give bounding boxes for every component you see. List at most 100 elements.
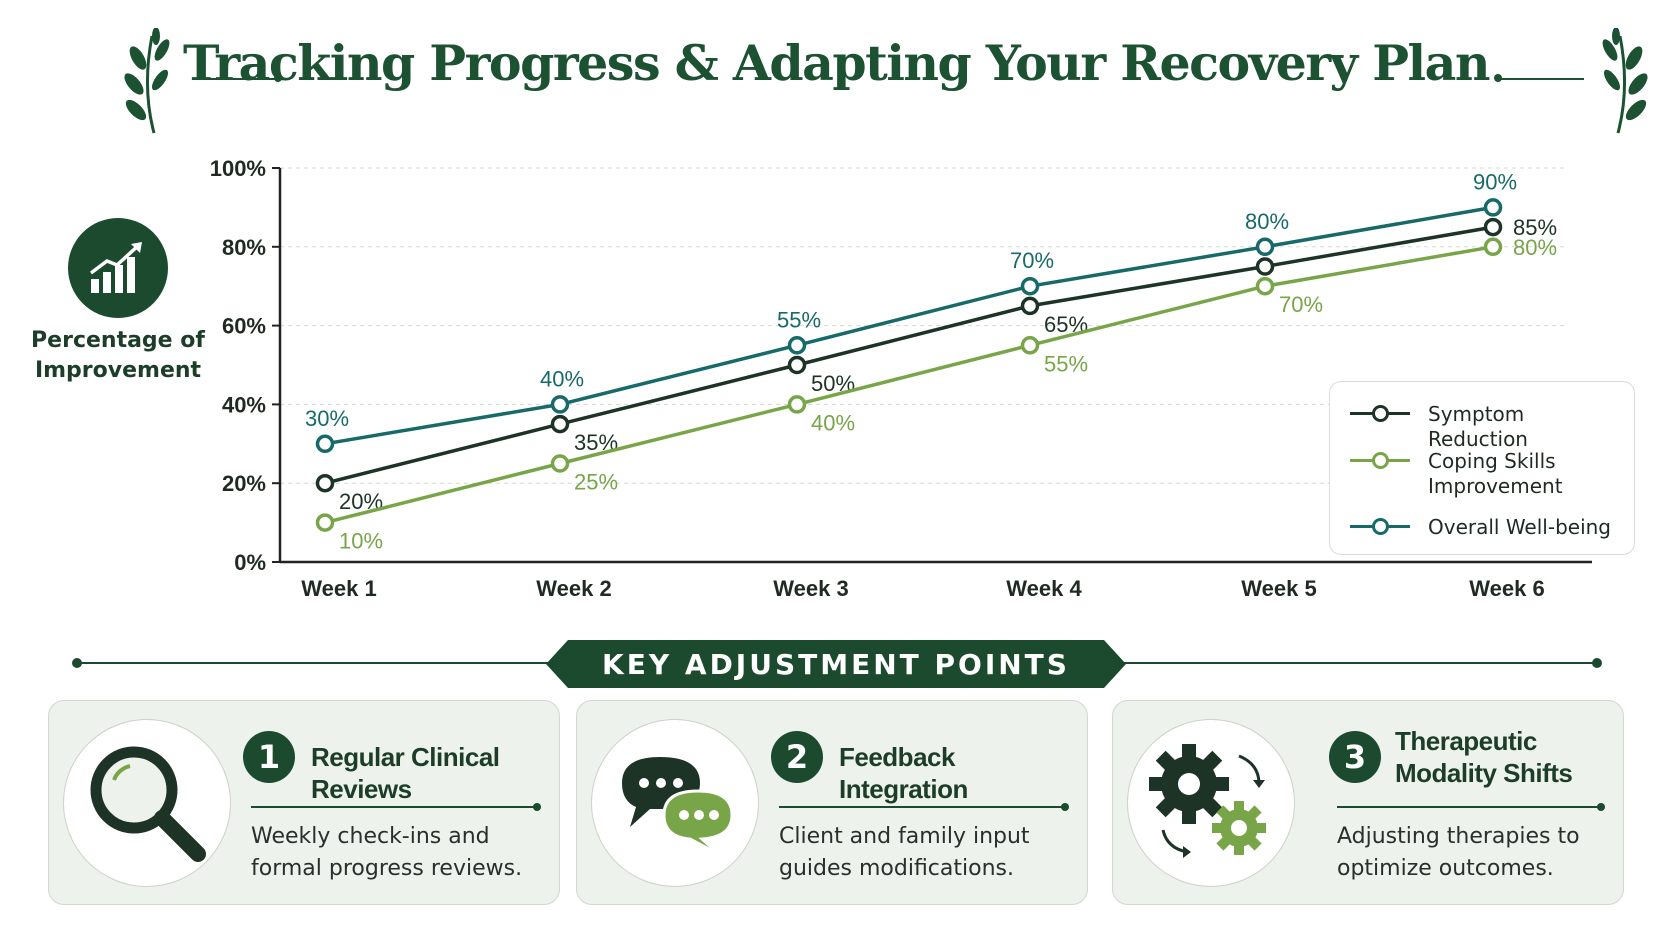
card-description: Weekly check-ins and formal progress rev… [251, 824, 523, 881]
line-chart: 0% 20% 40% 60% 80% 100% Week 1 Week 2 Week 3 Week… [210, 156, 1592, 601]
card-divider-dot [1597, 803, 1605, 811]
data-label: 80% [1245, 209, 1289, 234]
growth-chart-icon [68, 218, 168, 318]
legend-swatch [1350, 402, 1410, 424]
section-title-banner: KEY ADJUSTMENT POINTS [546, 640, 1126, 688]
section-title: KEY ADJUSTMENT POINTS [602, 647, 1070, 681]
card-description: Adjusting therapies to optimize outcomes… [1337, 824, 1580, 881]
title-rule-right-dot [1494, 74, 1502, 82]
card-divider [1337, 806, 1599, 808]
x-tick-label: Week 5 [1241, 576, 1316, 601]
data-label: 25% [574, 470, 618, 495]
card-icon-circle [1127, 719, 1295, 887]
data-point [1255, 237, 1275, 257]
card-description: Client and family input guides modificat… [779, 824, 1030, 881]
data-point [550, 414, 570, 434]
legend-label: Overall Well-being [1428, 515, 1611, 539]
card-number: 1 [257, 738, 281, 776]
legend-label: Symptom Reduction [1428, 402, 1528, 451]
data-point [787, 355, 807, 375]
data-label: 10% [339, 529, 383, 554]
series-line [324, 205, 1494, 446]
card-title: Therapeutic Modality Shifts [1395, 726, 1573, 788]
card-therapeutic-modality-shifts: 3 Therapeutic Modality Shifts Adjusting … [1112, 700, 1624, 905]
laurel-left-icon [124, 28, 170, 134]
chat-bubbles-icon [622, 757, 734, 857]
x-tick-label: Week 2 [536, 576, 611, 601]
data-point [315, 513, 335, 532]
section-rule-left-dot [72, 658, 82, 668]
y-tick-label: 100% [210, 156, 266, 181]
y-axis-label: Percentage of Improvement [31, 328, 205, 383]
data-point [1020, 276, 1040, 296]
legend-swatch [1350, 449, 1410, 471]
magnifier-icon [90, 746, 206, 862]
card-title: Regular Clinical Reviews [311, 742, 500, 804]
card-icon-circle [63, 719, 231, 887]
x-tick-label: Week 4 [1006, 576, 1082, 601]
data-point [1255, 276, 1275, 296]
card-divider [251, 806, 535, 808]
data-point [1483, 217, 1503, 237]
x-tick-label: Week 1 [301, 576, 376, 601]
data-label: 30% [305, 406, 349, 431]
y-tick-label: 40% [222, 392, 266, 417]
gears-icon [1149, 744, 1266, 858]
data-point [1020, 296, 1040, 316]
data-label: 70% [1010, 248, 1054, 273]
data-point [550, 454, 570, 473]
card-number-badge: 2 [771, 731, 823, 783]
y-tick-label: 80% [222, 235, 266, 260]
legend-item-symptom-reduction: Symptom Reduction [1350, 402, 1628, 452]
data-point [550, 395, 570, 414]
page-title: Tracking Progress & Adapting Your Recove… [182, 34, 1491, 92]
x-tick-label: Week 3 [773, 576, 848, 601]
x-tick-label: Week 6 [1469, 576, 1544, 601]
title-rule-right [1500, 78, 1584, 80]
y-tick-label: 20% [222, 471, 266, 496]
data-point [1020, 336, 1040, 355]
data-label: 70% [1279, 292, 1323, 317]
laurel-right-icon [1602, 28, 1648, 134]
title-rule-left [192, 78, 276, 80]
legend-label: Coping Skills Improvement [1428, 449, 1563, 498]
data-label: 80% [1513, 235, 1557, 260]
card-feedback-integration: 2 Feedback Integration Client and family… [576, 700, 1088, 905]
data-label: 90% [1473, 169, 1517, 194]
card-divider [779, 806, 1063, 808]
legend-item-overall-wellbeing: Overall Well-being [1350, 515, 1628, 540]
card-icon-circle [591, 719, 759, 887]
chart-legend: Symptom Reduction Coping Skills Improvem… [1329, 381, 1635, 555]
data-point [315, 473, 335, 493]
card-divider-dot [533, 803, 541, 811]
series-line [324, 245, 1494, 525]
title-rule-left-dot [274, 74, 282, 82]
card-regular-clinical-reviews: 1 Regular Clinical Reviews Weekly check-… [48, 700, 560, 905]
data-label: 55% [1044, 351, 1088, 376]
data-label: 40% [811, 410, 855, 435]
card-number: 3 [1343, 738, 1367, 776]
data-point [1255, 257, 1275, 276]
data-point [787, 395, 807, 414]
data-label: 55% [777, 307, 821, 332]
data-label: 85% [1513, 215, 1557, 240]
card-title: Feedback Integration [839, 742, 968, 804]
data-label: 40% [540, 366, 584, 391]
section-rule-left [78, 662, 558, 664]
legend-swatch [1350, 515, 1410, 537]
section-rule-right-dot [1592, 658, 1602, 668]
card-number-badge: 1 [243, 731, 295, 783]
series-line [324, 225, 1494, 485]
y-tick-label: 0% [234, 550, 266, 575]
data-point [787, 336, 807, 355]
data-point [1483, 237, 1503, 257]
y-axis-label-block: Percentage of Improvement [28, 218, 208, 386]
card-divider-dot [1061, 803, 1069, 811]
card-number: 2 [785, 738, 809, 776]
data-point [1483, 198, 1503, 217]
data-point [315, 434, 335, 454]
card-number-badge: 3 [1329, 731, 1381, 783]
y-tick-label: 60% [222, 314, 266, 339]
legend-item-coping-skills: Coping Skills Improvement [1350, 449, 1628, 499]
section-rule-right [1114, 662, 1596, 664]
